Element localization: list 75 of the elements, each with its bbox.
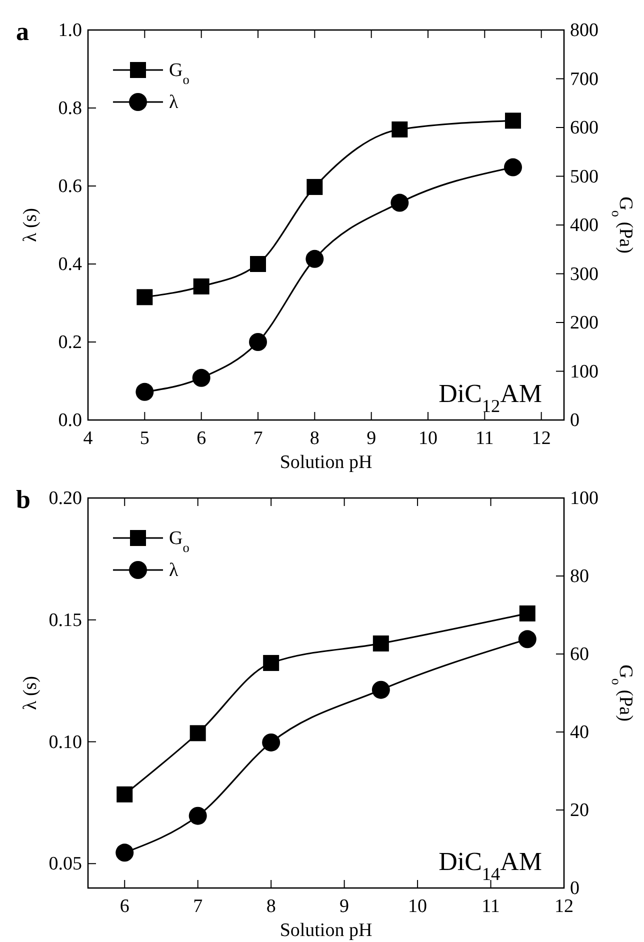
annotation: DiC$_{14}$AM xyxy=(438,847,542,884)
point xyxy=(136,289,153,306)
x-axis-title: Solution pH xyxy=(280,920,372,941)
y-axis-title: λ (s) xyxy=(20,208,41,242)
y2-tick-label: 300 xyxy=(570,264,598,285)
y-tick-label: 0.0 xyxy=(58,410,82,431)
x-tick-label: 8 xyxy=(266,896,276,917)
chart-title: b xyxy=(16,485,30,514)
y2-tick-label: 500 xyxy=(570,166,598,188)
y2-tick-label: 20 xyxy=(570,800,589,821)
point xyxy=(505,112,521,129)
point xyxy=(192,368,210,387)
point xyxy=(518,630,536,648)
y2-tick-label: 100 xyxy=(570,361,598,382)
x-tick-label: 12 xyxy=(554,896,574,917)
point xyxy=(306,250,324,268)
point xyxy=(136,382,154,401)
y2-tick-label: 40 xyxy=(570,722,589,743)
point xyxy=(188,806,207,825)
y2-tick-label: 80 xyxy=(570,566,589,587)
y2-tick-label: 600 xyxy=(570,118,598,138)
x-tick-label: 9 xyxy=(366,428,376,449)
x-tick-label: 9 xyxy=(340,896,350,917)
point xyxy=(249,333,267,351)
x-tick-label: 4 xyxy=(83,428,94,449)
y2-tick-label: 800 xyxy=(570,20,598,41)
x-tick-label: 12 xyxy=(532,428,551,449)
y-tick-label: 0.10 xyxy=(48,732,82,753)
legend-label: λ xyxy=(169,92,179,113)
y-tick-label: 0.8 xyxy=(58,98,82,119)
point xyxy=(306,178,323,195)
point xyxy=(116,786,133,802)
legend-label: λ xyxy=(169,560,179,581)
legend-label: G$_{o}$ xyxy=(169,60,190,86)
x-tick-label: 6 xyxy=(196,428,206,449)
annotation: DiC$_{12}$AM xyxy=(438,379,542,416)
y-tick-label: 0.4 xyxy=(58,254,82,275)
y2-tick-label: 60 xyxy=(570,644,589,665)
point xyxy=(392,121,408,138)
point xyxy=(193,278,210,294)
y-tick-label: 1.0 xyxy=(58,20,82,41)
point xyxy=(519,605,536,622)
point xyxy=(263,654,280,671)
y2-tick-label: 700 xyxy=(570,68,598,90)
y2-tick-label: 200 xyxy=(570,312,598,334)
y-tick-label: 0.15 xyxy=(48,610,82,631)
point xyxy=(250,256,266,272)
x-tick-label: 8 xyxy=(310,428,320,449)
y-axis-title: λ (s) xyxy=(20,676,41,710)
chart-title: a xyxy=(16,17,29,46)
y-tick-label: 0.20 xyxy=(48,488,82,509)
y2-tick-label: 400 xyxy=(570,215,598,236)
y2-tick-label: 0 xyxy=(570,410,580,431)
y-tick-label: 0.05 xyxy=(48,854,82,875)
x-tick-label: 5 xyxy=(140,428,150,449)
point xyxy=(116,844,134,862)
point xyxy=(262,733,280,752)
y-tick-label: 0.2 xyxy=(58,332,82,353)
legend-label: G$_{o}$ xyxy=(169,528,190,554)
y2-tick-label: 0 xyxy=(570,878,580,899)
point xyxy=(504,158,522,176)
x-tick-label: 7 xyxy=(193,896,203,917)
x-tick-label: 10 xyxy=(408,896,428,917)
point xyxy=(390,194,409,212)
x-tick-label: 10 xyxy=(418,428,438,449)
y-tick-label: 0.6 xyxy=(58,176,82,197)
x-tick-label: 11 xyxy=(482,896,500,917)
y2-tick-label: 100 xyxy=(570,488,598,509)
x-tick-label: 6 xyxy=(120,896,130,917)
point xyxy=(372,635,389,652)
x-axis-title: Solution pH xyxy=(280,452,372,473)
point xyxy=(190,725,206,742)
x-tick-label: 11 xyxy=(476,428,494,449)
point xyxy=(372,680,390,699)
x-tick-label: 7 xyxy=(253,428,263,449)
